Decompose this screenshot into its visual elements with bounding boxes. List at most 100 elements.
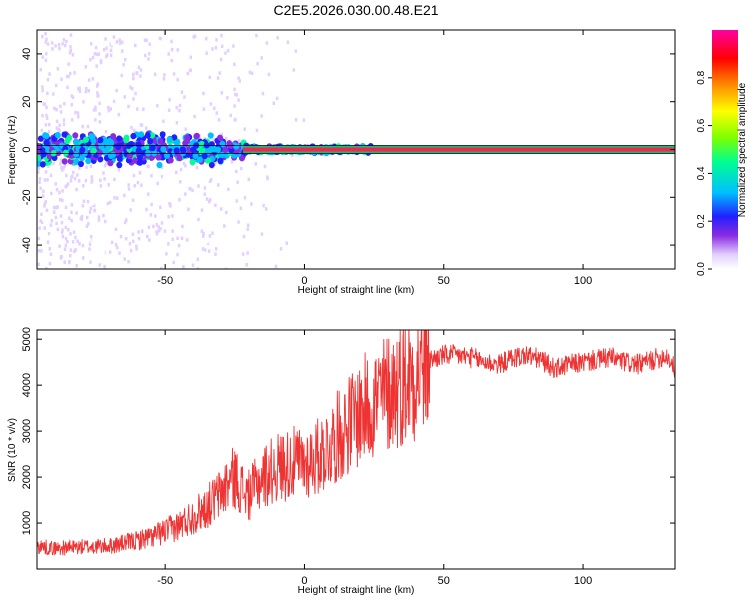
- spectrogram-noise-cell: [121, 49, 124, 53]
- spectrogram-noise-cell: [223, 224, 226, 228]
- spectrogram-noise-cell: [87, 89, 91, 93]
- spectrogram-noise-cell: [69, 33, 73, 37]
- spectrogram-noise-cell: [105, 209, 109, 214]
- spectrogram-noise-cell: [202, 91, 205, 96]
- spectrogram-noise-cell: [329, 213, 332, 218]
- spectrogram-noise-cell: [127, 183, 130, 187]
- spectrogram-noise-cell: [59, 104, 62, 109]
- colorbar: 0.0 0.2 0.4 0.6 0.8 Normalized spectral ampl…: [696, 30, 748, 276]
- spectrogram-noise-cell: [65, 173, 68, 178]
- spectrogram-noise-cell: [205, 51, 208, 55]
- spectrogram-noise-cell: [180, 236, 184, 241]
- spectrogram-noise-cell: [62, 37, 66, 42]
- spectrogram-noise-cell: [147, 52, 151, 56]
- spectrogram-noise-cell: [73, 70, 76, 75]
- spectrogram-noise-cell: [214, 203, 217, 208]
- spectrogram-noise-cell: [60, 220, 64, 225]
- spectrogram-noise-cell: [191, 263, 195, 267]
- spectrogram-signal-cell: [156, 161, 163, 169]
- spectrogram-noise-cell: [37, 248, 41, 253]
- spectrogram-noise-cell: [47, 130, 51, 134]
- spectrogram-noise-cell: [38, 226, 41, 230]
- spectrogram-noise-cell: [225, 136, 228, 141]
- spectrogram-noise-cell: [142, 210, 145, 214]
- spectrogram-noise-cell: [279, 253, 282, 258]
- spectrogram-noise-cell: [64, 184, 67, 189]
- spectrogram-noise-cell: [98, 263, 101, 267]
- spectrogram-marks: [37, 30, 675, 269]
- spectrogram-noise-cell: [246, 251, 249, 255]
- spectrogram-noise-cell: [197, 184, 200, 188]
- spectrogram-noise-cell: [45, 51, 48, 56]
- spectrogram-noise-cell: [203, 192, 207, 196]
- spectrogram-noise-cell: [54, 182, 57, 186]
- spectrogram-noise-cell: [91, 77, 95, 81]
- spectrogram-signal-cell: [61, 131, 68, 138]
- spectrogram-noise-cell: [145, 207, 148, 212]
- spectrogram-noise-cell: [41, 224, 44, 228]
- spectrogram-noise-cell: [92, 108, 96, 112]
- spectrogram-noise-cell: [123, 122, 127, 127]
- spectrogram-noise-cell: [219, 57, 223, 62]
- spectrogram-y-tick-label: 20: [21, 96, 33, 108]
- spectrogram-noise-cell: [40, 212, 43, 217]
- colorbar-tick-label: 0.6: [696, 118, 707, 132]
- spectrogram-noise-cell: [291, 153, 294, 157]
- spectrogram-noise-cell: [167, 214, 170, 219]
- spectrogram-noise-cell: [124, 57, 127, 62]
- spectrogram-noise-cell: [41, 85, 44, 89]
- spectrogram-noise-cell: [69, 232, 72, 236]
- spectrogram-noise-cell: [160, 202, 163, 206]
- spectrogram-noise-cell: [279, 118, 282, 122]
- spectrogram-noise-cell: [99, 184, 103, 188]
- spectrogram-noise-cell: [117, 112, 121, 117]
- spectrogram-noise-cell: [78, 242, 81, 246]
- spectrogram-signal-cell: [173, 147, 180, 154]
- spectrogram-noise-cell: [40, 106, 44, 111]
- spectrogram-noise-cell: [211, 47, 214, 51]
- spectrogram-signal-cell: [107, 159, 114, 167]
- spectrogram-noise-cell: [66, 239, 69, 244]
- spectrogram-noise-cell: [166, 30, 170, 34]
- spectrogram-noise-cell: [214, 252, 217, 256]
- spectrogram-noise-cell: [67, 62, 70, 66]
- spectrogram-signal-cell: [149, 144, 156, 152]
- spectrogram-noise-cell: [246, 223, 250, 227]
- spectrogram-noise-cell: [267, 167, 270, 171]
- spectrogram-noise-cell: [129, 85, 132, 89]
- spectrogram-noise-cell: [151, 95, 154, 100]
- spectrogram-noise-cell: [63, 43, 67, 48]
- spectrogram-noise-cell: [251, 181, 255, 186]
- spectrogram-noise-cell: [233, 62, 236, 67]
- spectrogram-y-tick-label: -20: [21, 189, 33, 205]
- spectrogram-noise-cell: [294, 49, 298, 53]
- spectrogram-noise-cell: [207, 249, 211, 253]
- spectrogram-noise-cell: [236, 225, 240, 230]
- snr-x-axis-label: Height of straight line (km): [298, 585, 415, 596]
- spectrogram-noise-cell: [41, 157, 44, 161]
- spectrogram-noise-cell: [257, 72, 260, 76]
- spectrogram-noise-cell: [158, 174, 161, 179]
- spectrogram-noise-cell: [48, 261, 52, 266]
- spectrogram-noise-cell: [114, 242, 118, 247]
- spectrogram-noise-cell: [69, 179, 73, 183]
- spectrogram-noise-cell: [86, 199, 90, 204]
- spectrogram-signal-cell: [180, 147, 187, 154]
- spectrogram-noise-cell: [180, 93, 184, 98]
- spectrogram-noise-cell: [201, 234, 205, 238]
- spectrogram-noise-cell: [178, 108, 181, 113]
- spectrogram-noise-cell: [212, 106, 216, 111]
- page-title: C2E5.2026.030.00.48.E21: [273, 2, 438, 18]
- spectrogram-noise-cell: [48, 247, 52, 251]
- spectrogram-noise-cell: [257, 181, 261, 185]
- spectrogram-noise-cell: [123, 257, 126, 261]
- spectrogram-noise-cell: [137, 236, 141, 241]
- spectrogram-noise-cell: [108, 42, 112, 47]
- spectrogram-noise-cell: [123, 190, 127, 194]
- spectrogram-signal-cell: [90, 147, 97, 155]
- spectrogram-noise-cell: [106, 105, 110, 110]
- spectrogram-noise-cell: [176, 77, 179, 82]
- spectrogram-noise-cell: [75, 211, 78, 215]
- spectrogram-noise-cell: [74, 248, 77, 252]
- spectrogram-noise-cell: [243, 195, 247, 200]
